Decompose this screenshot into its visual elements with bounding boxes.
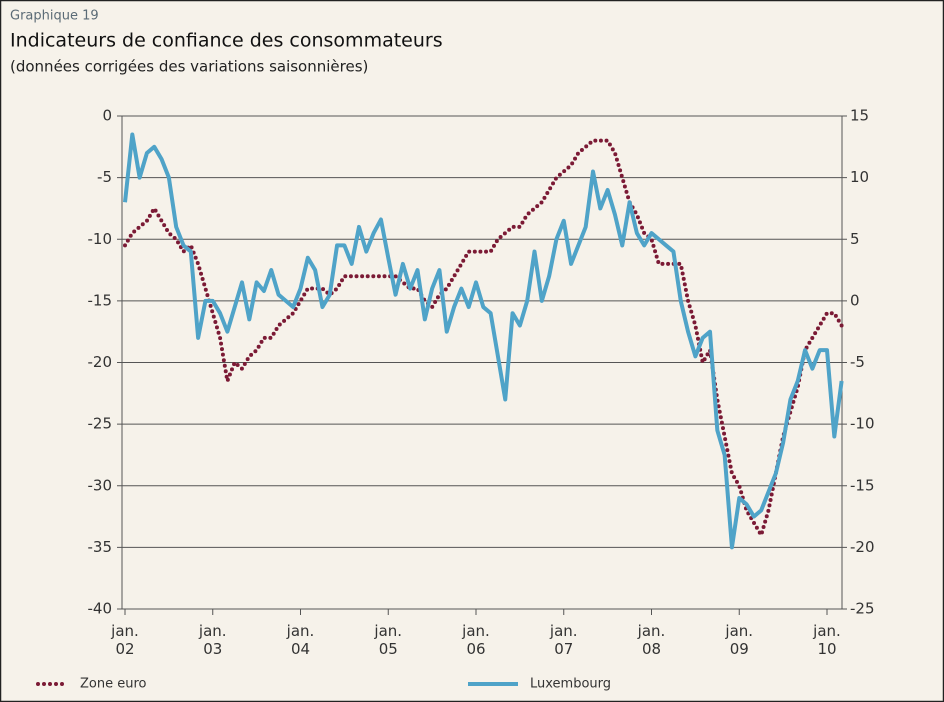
y-tick-label: -30 [88,476,113,494]
y-tick-label: -15 [88,291,113,309]
x-tick-label: jan. 04 [286,622,315,658]
legend-label: Luxembourg [530,677,611,692]
series-line [123,132,844,550]
y-tick-label: -20 [88,353,113,371]
y-tick-label: -35 [88,538,113,556]
chart-kicker: Graphique 19 [10,9,99,24]
x-tick-label: jan. 09 [725,622,754,658]
chart-title: Indicateurs de confiance des consommateu… [10,30,443,52]
chart-subtitle: (données corrigées des variations saison… [10,58,368,76]
y2-tick-label: -25 [850,600,875,618]
x-tick-label: jan. 05 [374,622,403,658]
y2-tick-label: -5 [850,353,865,371]
y-tick-label: -25 [88,415,113,433]
y2-tick-label: 15 [850,107,869,125]
x-tick-label: jan. 03 [198,622,227,658]
y2-tick-label: 10 [850,168,869,186]
y2-tick-label: -15 [850,476,875,494]
y2-tick-label: -10 [850,415,875,433]
y-tick-label: -40 [88,600,113,618]
y-tick-label: 0 [102,107,112,125]
x-tick-label: jan. 10 [813,622,841,658]
x-tick-label: jan. 08 [637,622,666,658]
y2-tick-label: 5 [850,230,860,248]
series-line [123,138,844,538]
legend-label: Zone euro [80,677,147,692]
y-tick-label: -10 [88,230,113,248]
y2-tick-label: 0 [850,291,860,309]
x-tick-label: jan. 06 [462,622,490,658]
x-tick-label: jan. 02 [111,622,139,658]
y2-tick-label: -20 [850,538,875,556]
x-tick-label: jan. 07 [549,622,578,658]
y-tick-label: -5 [97,168,112,186]
